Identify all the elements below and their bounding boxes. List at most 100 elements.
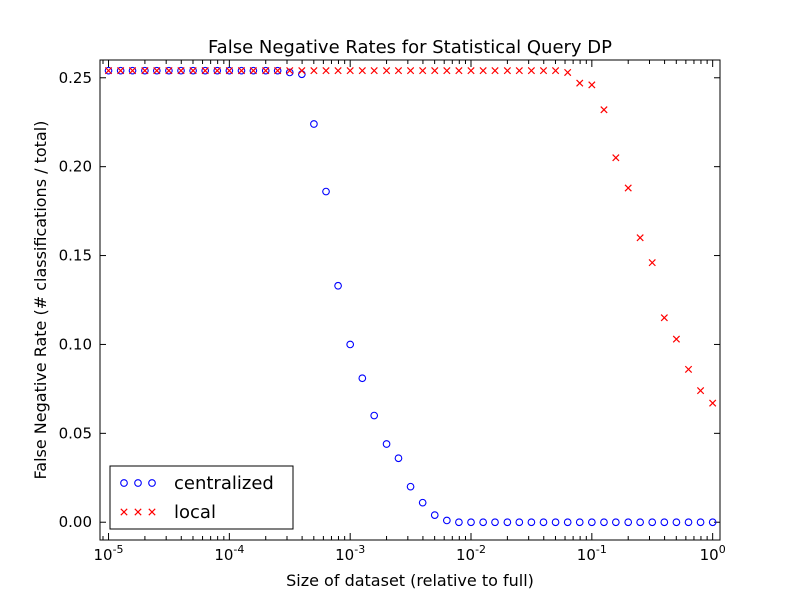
local-point bbox=[564, 68, 572, 77]
local-point bbox=[334, 67, 342, 75]
local-point bbox=[443, 67, 451, 75]
local-point bbox=[225, 67, 233, 75]
x-axis-label: Size of dataset (relative to full) bbox=[286, 571, 534, 590]
centralized-point bbox=[587, 518, 596, 527]
x-tick-label: 10-3 bbox=[335, 543, 365, 564]
centralized-point bbox=[455, 518, 463, 527]
local-point bbox=[298, 67, 306, 75]
data-markers bbox=[104, 66, 717, 527]
x-tick-label: 10-1 bbox=[577, 543, 607, 564]
y-tick-label: 0.15 bbox=[59, 247, 92, 265]
centralized-point bbox=[418, 498, 427, 507]
centralized-point bbox=[491, 518, 499, 527]
local-point bbox=[213, 67, 221, 75]
centralized-point bbox=[249, 66, 258, 75]
centralized-point bbox=[237, 66, 246, 75]
centralized-point bbox=[201, 66, 210, 75]
legend-box bbox=[109, 465, 294, 530]
chart-title: False Negative Rates for Statistical Que… bbox=[208, 37, 612, 58]
centralized-point bbox=[152, 66, 161, 75]
y-tick-label: 0.05 bbox=[59, 424, 92, 442]
centralized-point bbox=[189, 66, 197, 75]
local-point bbox=[684, 365, 693, 373]
local-point bbox=[709, 399, 717, 407]
local-point bbox=[165, 67, 173, 75]
centralized-point bbox=[660, 518, 669, 527]
local-point bbox=[419, 67, 427, 75]
centralized-point bbox=[177, 66, 185, 75]
centralized-point bbox=[370, 411, 379, 420]
centralized-point bbox=[261, 66, 270, 75]
legend-marker-local bbox=[148, 508, 156, 516]
local-point bbox=[382, 67, 391, 75]
local-point bbox=[177, 67, 185, 75]
local-point bbox=[588, 81, 596, 89]
centralized-point bbox=[696, 518, 705, 527]
local-point bbox=[406, 67, 415, 75]
local-point bbox=[503, 67, 512, 75]
legend-label-local: local bbox=[174, 502, 216, 523]
centralized-point bbox=[116, 66, 125, 75]
centralized-point bbox=[394, 454, 403, 463]
centralized-point bbox=[563, 518, 572, 527]
local-point bbox=[358, 67, 366, 75]
local-point bbox=[370, 67, 378, 75]
centralized-point bbox=[600, 518, 608, 527]
y-axis: 0.00 0.05 0.10 0.15 0.20 0.25 bbox=[59, 69, 720, 531]
local-point bbox=[310, 67, 318, 75]
local-point bbox=[237, 67, 246, 75]
legend-marker-local bbox=[120, 508, 128, 516]
local-point bbox=[117, 67, 125, 75]
local-point bbox=[600, 106, 608, 114]
y-tick-label: 0.00 bbox=[59, 513, 92, 531]
local-point bbox=[104, 67, 113, 75]
local-point bbox=[286, 67, 294, 75]
local-point bbox=[128, 67, 137, 75]
centralized-point bbox=[624, 518, 633, 527]
centralized-point bbox=[165, 66, 173, 75]
local-point bbox=[467, 67, 475, 75]
centralized-point bbox=[225, 66, 234, 75]
local-point bbox=[576, 79, 584, 87]
local-point bbox=[201, 67, 209, 75]
local-point bbox=[153, 67, 161, 75]
local-point bbox=[274, 67, 282, 75]
centralized-point bbox=[551, 518, 560, 527]
local-point bbox=[515, 67, 523, 75]
local-point bbox=[660, 314, 668, 322]
legend: centralized local bbox=[109, 465, 294, 530]
centralized-point bbox=[430, 511, 439, 519]
legend-marker-local bbox=[134, 508, 142, 516]
centralized-point bbox=[346, 340, 355, 349]
local-point bbox=[262, 67, 270, 75]
local-point bbox=[672, 335, 681, 343]
x-tick-label: 10-5 bbox=[93, 543, 123, 564]
centralized-point bbox=[406, 482, 415, 491]
y-tick-label: 0.10 bbox=[59, 335, 92, 353]
x-tick-label: 100 bbox=[700, 543, 726, 564]
plot-frame bbox=[99, 59, 721, 541]
local-point bbox=[249, 67, 257, 75]
local-point bbox=[189, 67, 197, 75]
plot-area bbox=[99, 59, 721, 541]
legend-marker-centralized bbox=[120, 479, 128, 487]
centralized-point bbox=[273, 66, 282, 75]
local-point bbox=[141, 67, 149, 75]
x-axis: 10-5 10-4 10-3 10-2 10-1 100 bbox=[93, 60, 726, 564]
centralized-point bbox=[539, 518, 548, 527]
local-point bbox=[648, 259, 656, 267]
centralized-point bbox=[684, 518, 693, 527]
centralized-point bbox=[575, 518, 584, 527]
local-point bbox=[346, 67, 354, 75]
centralized-point bbox=[104, 66, 113, 75]
local-point bbox=[612, 154, 620, 162]
local-point bbox=[322, 67, 330, 75]
centralized-point bbox=[648, 518, 657, 527]
local-point bbox=[539, 67, 548, 75]
local-point bbox=[527, 67, 536, 75]
centralized-point bbox=[515, 518, 524, 527]
local-point bbox=[431, 67, 439, 75]
centralized-point bbox=[479, 518, 487, 527]
local-point bbox=[455, 67, 463, 75]
